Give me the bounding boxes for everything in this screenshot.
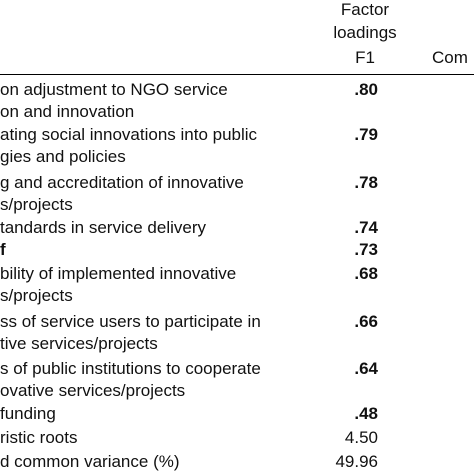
row-value: .74 xyxy=(354,218,378,237)
row-value: .80 xyxy=(354,80,378,99)
row-label: on and innovation xyxy=(0,102,135,121)
row-value: .79 xyxy=(354,125,378,144)
row-label: gies and policies xyxy=(0,147,126,166)
header-text: Com xyxy=(432,48,468,67)
row-value: .64 xyxy=(354,359,378,378)
row-label: ss of service users to participate in xyxy=(0,312,261,331)
row-value: .73 xyxy=(354,240,378,259)
row-label: tive services/projects xyxy=(0,334,158,353)
row-label: on adjustment to NGO service xyxy=(0,80,228,99)
row-label: funding xyxy=(0,404,56,423)
row-value: .66 xyxy=(354,312,378,331)
row-value: .48 xyxy=(354,404,378,423)
row-label: s/projects xyxy=(0,195,73,214)
header-text: F1 xyxy=(355,48,375,67)
header-text: Factor xyxy=(340,0,390,19)
row-label: ovative services/projects xyxy=(0,381,186,400)
row-value: 49.96 xyxy=(335,452,378,471)
row-label: ating social innovations into public xyxy=(0,125,258,144)
header-text: loadings xyxy=(333,23,397,42)
row-label: g and accreditation of innovative xyxy=(0,173,244,192)
row-label: s of public institutions to cooperate xyxy=(0,359,261,378)
header-rule xyxy=(0,74,474,75)
row-label: tandards in service delivery xyxy=(0,218,206,237)
row-label: ristic roots xyxy=(0,428,78,447)
row-value: .68 xyxy=(354,264,378,283)
row-label: s/projects xyxy=(0,286,73,305)
row-value: .78 xyxy=(354,173,378,192)
row-label: f xyxy=(0,240,6,259)
row-label: d common variance (%) xyxy=(0,452,180,471)
row-value: 4.50 xyxy=(344,428,378,447)
row-label: bility of implemented innovative xyxy=(0,264,237,283)
